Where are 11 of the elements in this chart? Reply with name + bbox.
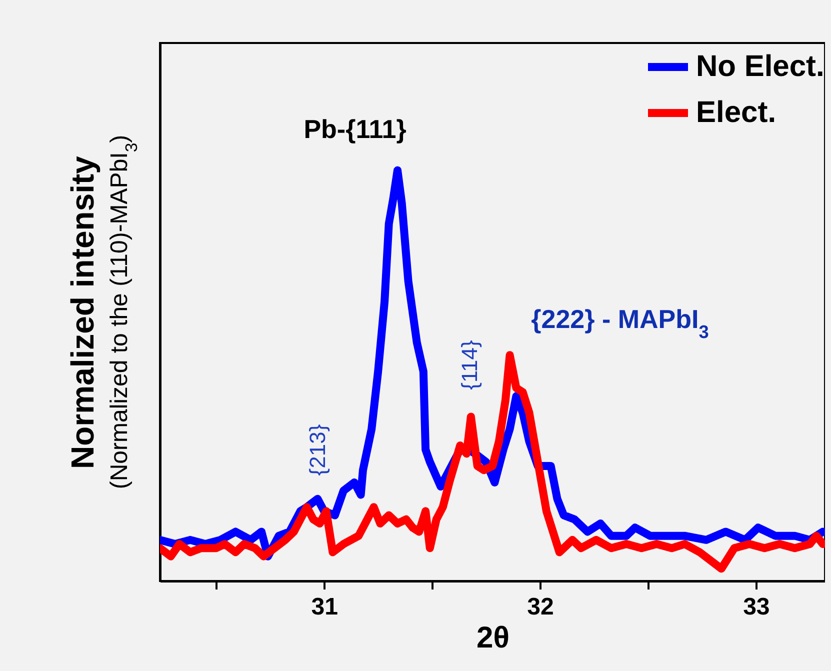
annotation: {222} - MAPbI$_{3}$ [531,304,709,342]
x-tick-label: 31 [311,594,338,620]
y-axis-title: Normalized intensity [64,156,100,469]
legend-label: Elect. [696,96,776,129]
x-tick-label: 33 [743,594,770,620]
legend-label: No Elect. [696,50,824,83]
annotation: {213} [305,424,330,476]
annotation: {114} [457,340,482,390]
x-axis-title: 2θ [476,622,510,654]
text: Pb-{111} [304,114,406,144]
x-tick-label: 32 [527,594,554,620]
